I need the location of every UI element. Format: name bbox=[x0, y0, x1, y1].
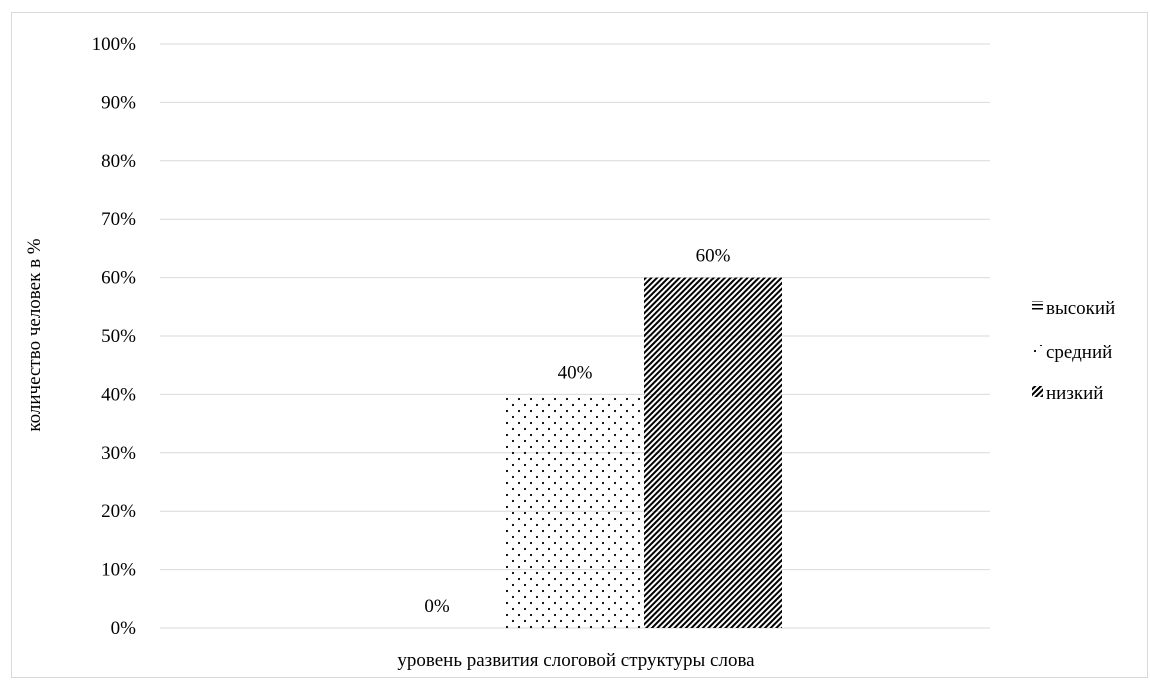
data-label-высокий: 0% bbox=[424, 596, 450, 617]
legend-label-средний: средний bbox=[1046, 342, 1112, 363]
y-tick-label: 90% bbox=[101, 92, 136, 113]
legend-label-высокий: высокий bbox=[1046, 298, 1115, 319]
y-axis-title: количество человек в % bbox=[24, 238, 45, 431]
y-tick-label: 80% bbox=[101, 151, 136, 172]
legend-swatch-высокий bbox=[1032, 301, 1043, 312]
y-tick-label: 100% bbox=[92, 34, 137, 55]
y-tick-label: 60% bbox=[101, 268, 136, 289]
bar-низкий bbox=[644, 277, 782, 628]
y-tick-label: 40% bbox=[101, 384, 136, 405]
legend-swatch-низкий bbox=[1032, 386, 1043, 397]
gridlines bbox=[160, 43, 990, 629]
bar-средний bbox=[506, 394, 644, 628]
y-axis-ticks: 0% 10% 20% 30% 40% 50% 60% 70% 80% 90% 100% bbox=[92, 34, 137, 639]
x-axis-title: уровень развития слоговой структуры слов… bbox=[397, 650, 755, 671]
y-tick-label: 70% bbox=[101, 209, 136, 230]
legend: высокий средний низкий bbox=[1032, 298, 1115, 404]
y-tick-label: 30% bbox=[101, 443, 136, 464]
data-label-средний: 40% bbox=[558, 362, 593, 383]
legend-swatch-средний bbox=[1032, 345, 1043, 356]
y-tick-label: 10% bbox=[101, 560, 136, 581]
data-labels: 0% 40% 60% bbox=[424, 246, 730, 617]
y-tick-label: 0% bbox=[111, 618, 137, 639]
bars bbox=[506, 277, 782, 628]
data-label-низкий: 60% bbox=[696, 246, 731, 267]
y-tick-label: 20% bbox=[101, 501, 136, 522]
legend-label-низкий: низкий bbox=[1046, 383, 1103, 404]
y-tick-label: 50% bbox=[101, 326, 136, 347]
